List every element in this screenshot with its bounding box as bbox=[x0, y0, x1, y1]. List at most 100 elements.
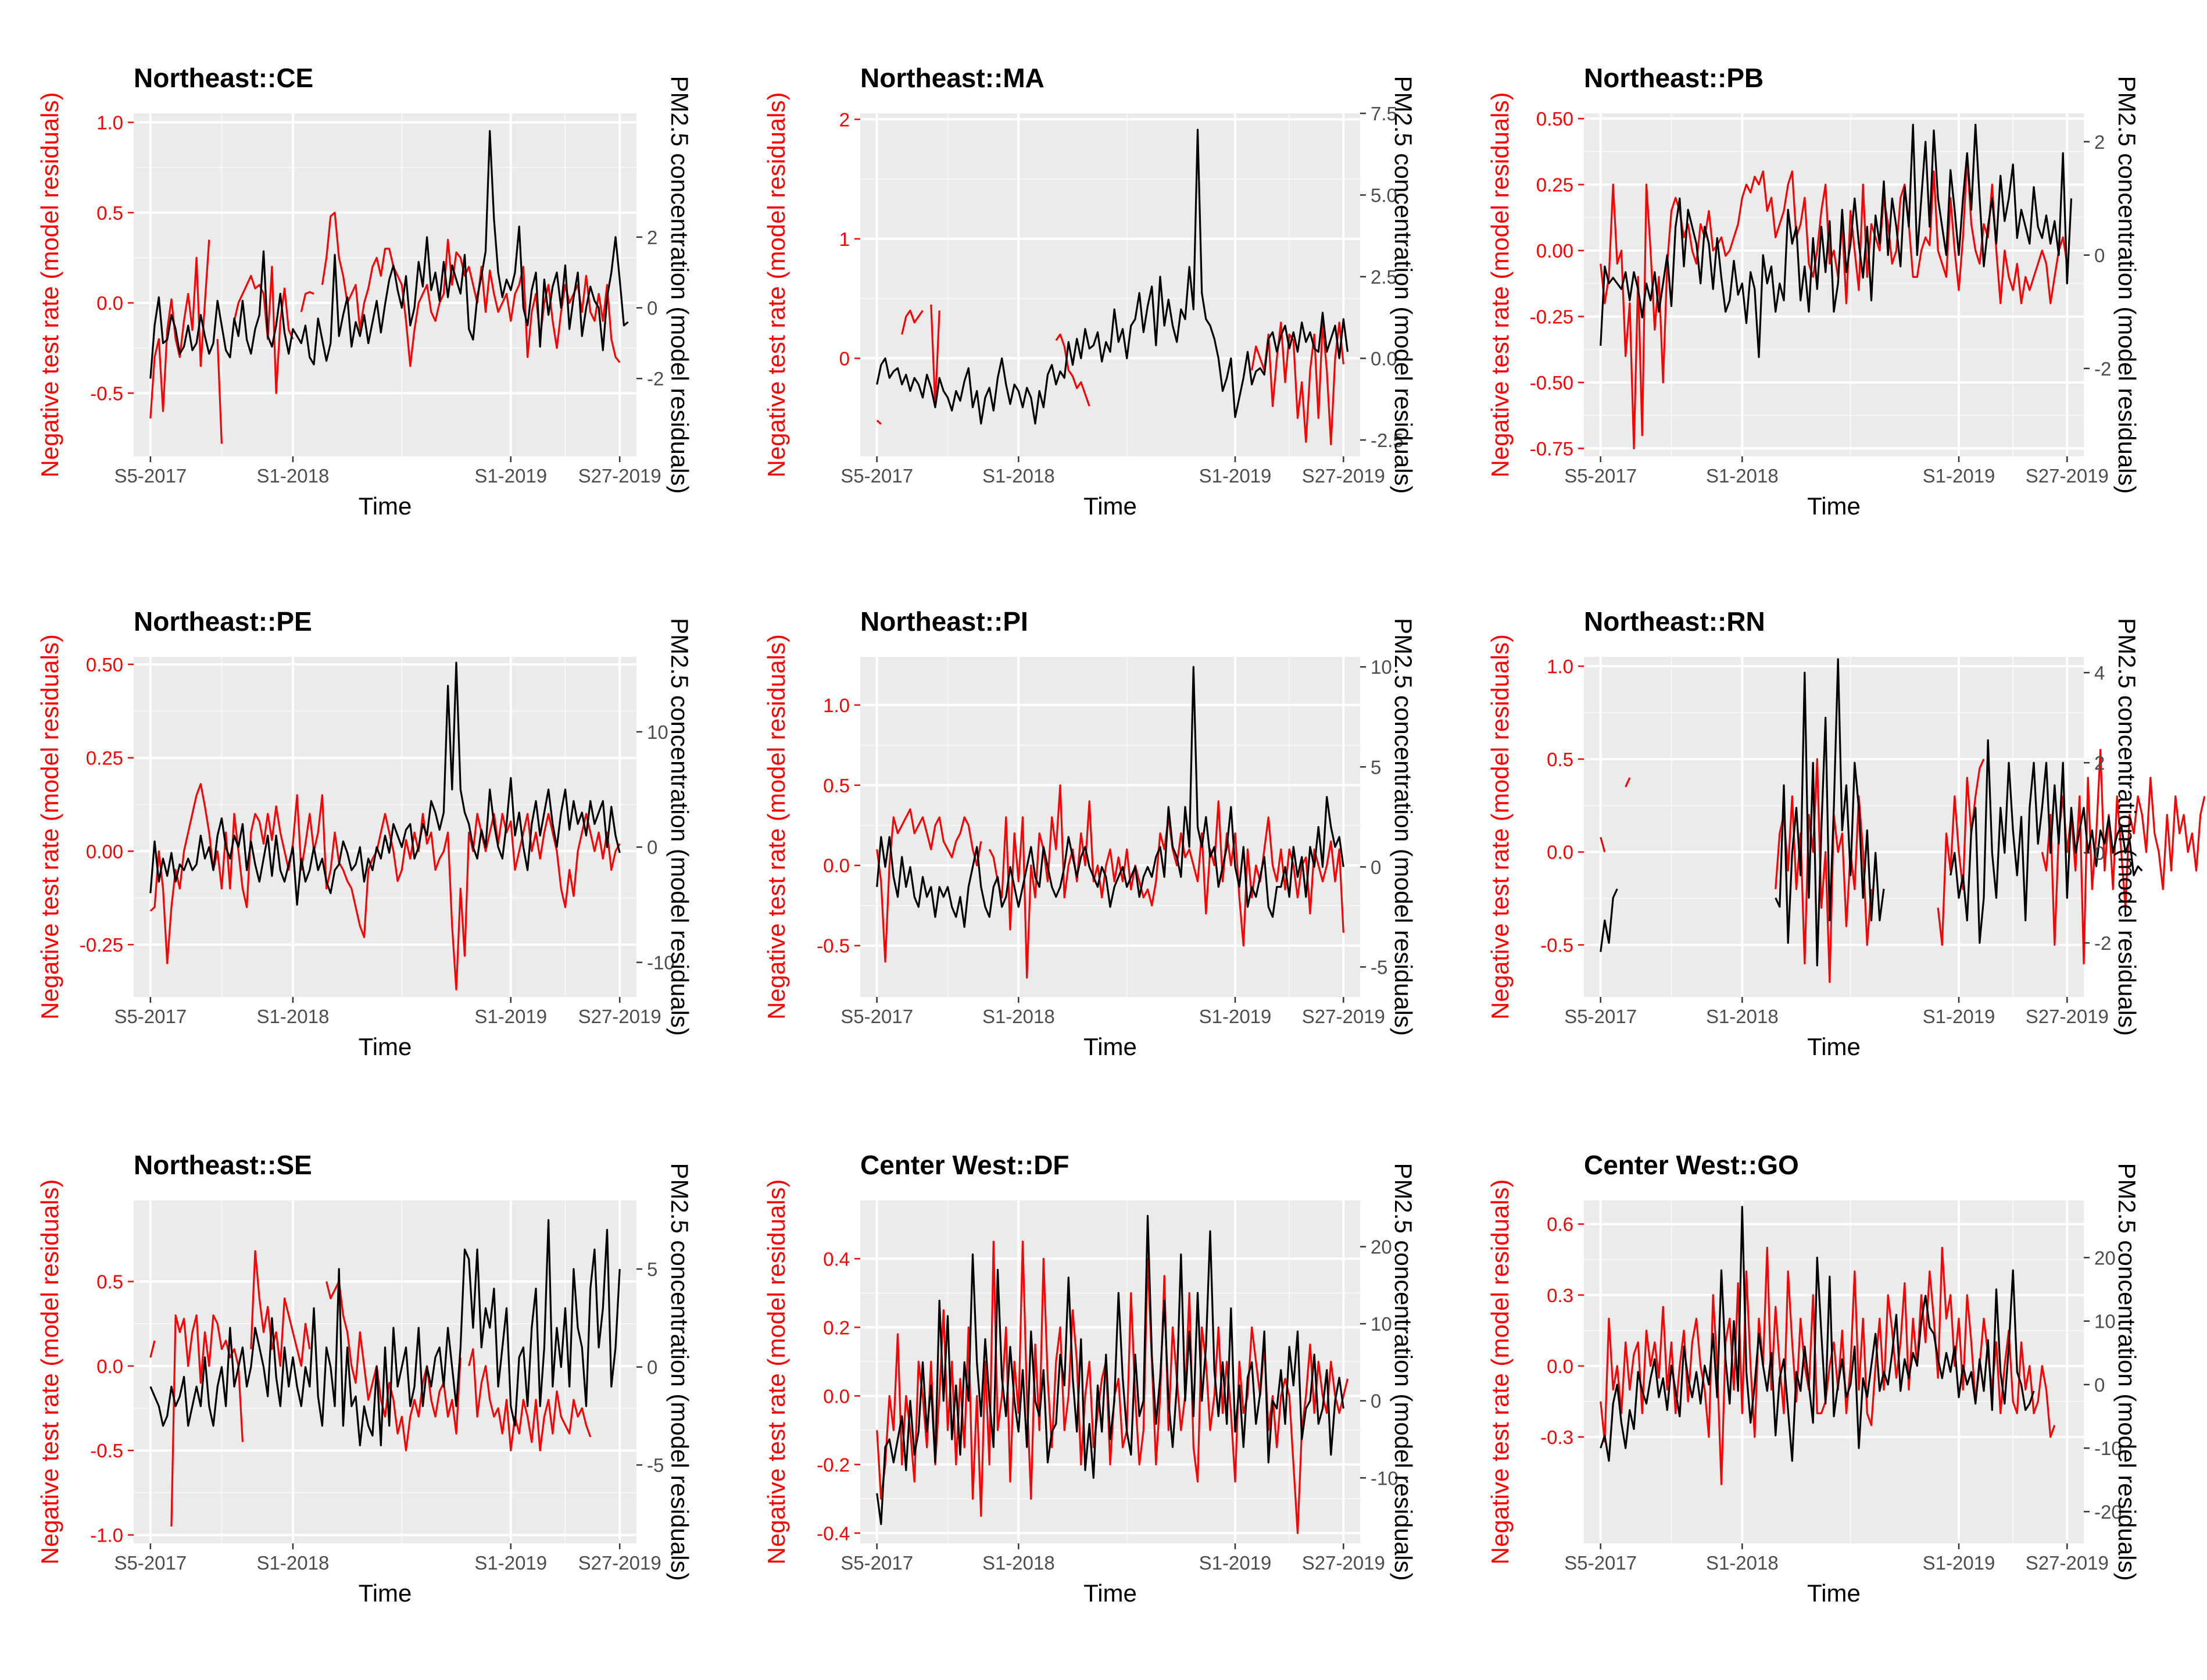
x-tick-label: S27-2019 bbox=[578, 1552, 661, 1574]
x-tick-label: S27-2019 bbox=[2026, 1552, 2109, 1574]
x-tick-label: S5-2017 bbox=[840, 1552, 913, 1574]
y-tick-label-left: 0.50 bbox=[86, 654, 123, 675]
y-tick-label-left: -0.4 bbox=[817, 1522, 850, 1544]
x-axis-title: Time bbox=[1083, 1033, 1137, 1060]
y-tick-label-right: 2 bbox=[647, 227, 657, 248]
y-tick-label-right: -5 bbox=[1371, 956, 1387, 978]
plot-background bbox=[860, 113, 1360, 456]
y-tick-label-left: 1.0 bbox=[823, 695, 850, 716]
series-line-pm25 bbox=[1600, 658, 2143, 967]
panel-title: Center West::GO bbox=[1584, 1150, 1799, 1180]
major-gridlines bbox=[860, 113, 1360, 456]
series-line-negative-test-rate bbox=[1600, 749, 2206, 983]
y-tick-label-left: 2 bbox=[839, 109, 850, 130]
y-tick-label-right: 5 bbox=[647, 1259, 657, 1280]
major-gridlines bbox=[860, 657, 1360, 997]
y-tick-label-right: 20 bbox=[2094, 1247, 2116, 1268]
y-axis-title-right: PM2.5 concentration (model residuals) bbox=[666, 76, 693, 494]
x-axis-title: Time bbox=[1083, 492, 1137, 520]
y-tick-label-left: -0.5 bbox=[90, 383, 123, 404]
y-axis-title-right: PM2.5 concentration (model residuals) bbox=[1390, 76, 1417, 494]
x-tick-label: S27-2019 bbox=[1302, 1552, 1385, 1574]
y-tick-label-left: 0.0 bbox=[1547, 1356, 1573, 1377]
series-line-pm25 bbox=[876, 666, 1344, 928]
y-axis-title-right: PM2.5 concentration (model residuals) bbox=[2113, 618, 2141, 1036]
y-tick-label-right: 5 bbox=[1371, 756, 1381, 778]
x-tick-label: S1-2019 bbox=[1923, 465, 1995, 487]
x-tick-label: S1-2018 bbox=[1706, 465, 1779, 487]
x-tick-label: S5-2017 bbox=[840, 465, 913, 487]
y-axis-title-right: PM2.5 concentration (model residuals) bbox=[2113, 1163, 2141, 1581]
plot-background bbox=[860, 1200, 1360, 1543]
x-tick-label: S27-2019 bbox=[578, 465, 661, 487]
y-tick-label-right: -2 bbox=[2094, 358, 2111, 380]
x-tick-label: S5-2017 bbox=[114, 1552, 187, 1574]
y-axis-title-left: Negative test rate (model residuals) bbox=[36, 634, 63, 1020]
major-gridlines bbox=[1584, 657, 2084, 997]
x-axis-title: Time bbox=[359, 1579, 412, 1607]
y-tick-label-right: 5.0 bbox=[1371, 184, 1397, 206]
x-tick-label: S1-2019 bbox=[474, 1006, 547, 1027]
x-tick-label: S1-2019 bbox=[1199, 1006, 1272, 1027]
x-axis-title: Time bbox=[1807, 1033, 1861, 1060]
x-tick-label: S1-2018 bbox=[1706, 1552, 1779, 1574]
panel-title: Northeast::RN bbox=[1584, 606, 1765, 637]
x-tick-label: S5-2017 bbox=[1564, 1006, 1637, 1027]
minor-gridlines bbox=[1584, 657, 2084, 997]
y-tick-label-left: 0.25 bbox=[1536, 174, 1573, 196]
series-line-pm25 bbox=[149, 130, 629, 379]
x-tick-label: S5-2017 bbox=[840, 1006, 913, 1027]
x-tick-label: S27-2019 bbox=[1302, 1006, 1385, 1027]
x-axis-title: Time bbox=[1807, 1579, 1861, 1607]
major-gridlines bbox=[1584, 1200, 2084, 1543]
y-tick-label-right: 2 bbox=[2094, 752, 2105, 774]
series-line-pm25 bbox=[1600, 123, 2073, 358]
x-axis-title: Time bbox=[359, 1033, 412, 1060]
y-tick-label-left: -1.0 bbox=[90, 1524, 123, 1546]
series-line-pm25 bbox=[149, 1219, 621, 1446]
series-line-negative-test-rate bbox=[876, 1241, 1349, 1534]
x-tick-label: S1-2018 bbox=[257, 1552, 330, 1574]
chart-panel: S5-2017 S1-2018 S1-2019 S27-2019 -0.3 0.0 0.3 0… bbox=[1486, 1150, 2141, 1607]
y-axis-title-left: Negative test rate (model residuals) bbox=[1486, 1179, 1514, 1565]
x-tick-label: S1-2018 bbox=[257, 465, 330, 487]
minor-gridlines bbox=[860, 113, 1360, 456]
x-tick-label: S5-2017 bbox=[114, 1006, 187, 1027]
y-tick-label-left: 0.50 bbox=[1536, 108, 1573, 130]
x-tick-label: S27-2019 bbox=[2026, 465, 2109, 487]
y-tick-label-left: -0.3 bbox=[1540, 1427, 1573, 1448]
y-tick-label-right: 0 bbox=[1371, 856, 1381, 878]
x-tick-label: S1-2018 bbox=[257, 1006, 330, 1027]
x-axis-title: Time bbox=[1083, 1579, 1137, 1607]
y-tick-label-left: 0.6 bbox=[1547, 1214, 1573, 1235]
y-axis-title-left: Negative test rate (model residuals) bbox=[763, 92, 790, 478]
series-line-pm25 bbox=[876, 1214, 1344, 1525]
y-tick-label-left: -0.5 bbox=[90, 1440, 123, 1461]
y-axis-title-left: Negative test rate (model residuals) bbox=[1486, 92, 1514, 478]
y-tick-label-left: -0.50 bbox=[1530, 372, 1573, 394]
y-tick-label-right: 0 bbox=[2094, 842, 2105, 864]
y-tick-label-left: 0.2 bbox=[823, 1317, 850, 1338]
series-line-negative-test-rate bbox=[149, 1250, 592, 1527]
y-tick-label-right: -10 bbox=[1371, 1467, 1398, 1489]
panel-title: Northeast::SE bbox=[134, 1150, 312, 1180]
x-tick-label: S1-2018 bbox=[982, 1552, 1055, 1574]
x-axis-title: Time bbox=[1807, 492, 1861, 520]
panel-title: Northeast::PE bbox=[134, 606, 312, 637]
minor-gridlines bbox=[134, 657, 636, 997]
x-tick-label: S1-2019 bbox=[1199, 1552, 1272, 1574]
y-axis-title-left: Negative test rate (model residuals) bbox=[763, 1179, 790, 1565]
x-tick-label: S1-2018 bbox=[982, 465, 1055, 487]
panel-title: Northeast::CE bbox=[134, 63, 313, 93]
y-tick-label-right: 7.5 bbox=[1371, 103, 1397, 124]
y-tick-label-right: 2.5 bbox=[1371, 266, 1397, 288]
y-tick-label-left: 0.4 bbox=[823, 1248, 850, 1270]
y-tick-label-right: -10 bbox=[647, 952, 675, 974]
chart-panel: S5-2017 S1-2018 S1-2019 S27-2019 -0.5 0.0 0.5 1… bbox=[36, 63, 693, 520]
y-tick-label-left: 0.0 bbox=[96, 1356, 123, 1377]
y-tick-label-right: 10 bbox=[2094, 1311, 2116, 1332]
x-tick-label: S1-2019 bbox=[474, 465, 547, 487]
plot-background bbox=[134, 113, 636, 456]
y-tick-label-right: 0 bbox=[647, 298, 657, 319]
y-tick-label-left: 0.00 bbox=[86, 841, 123, 862]
